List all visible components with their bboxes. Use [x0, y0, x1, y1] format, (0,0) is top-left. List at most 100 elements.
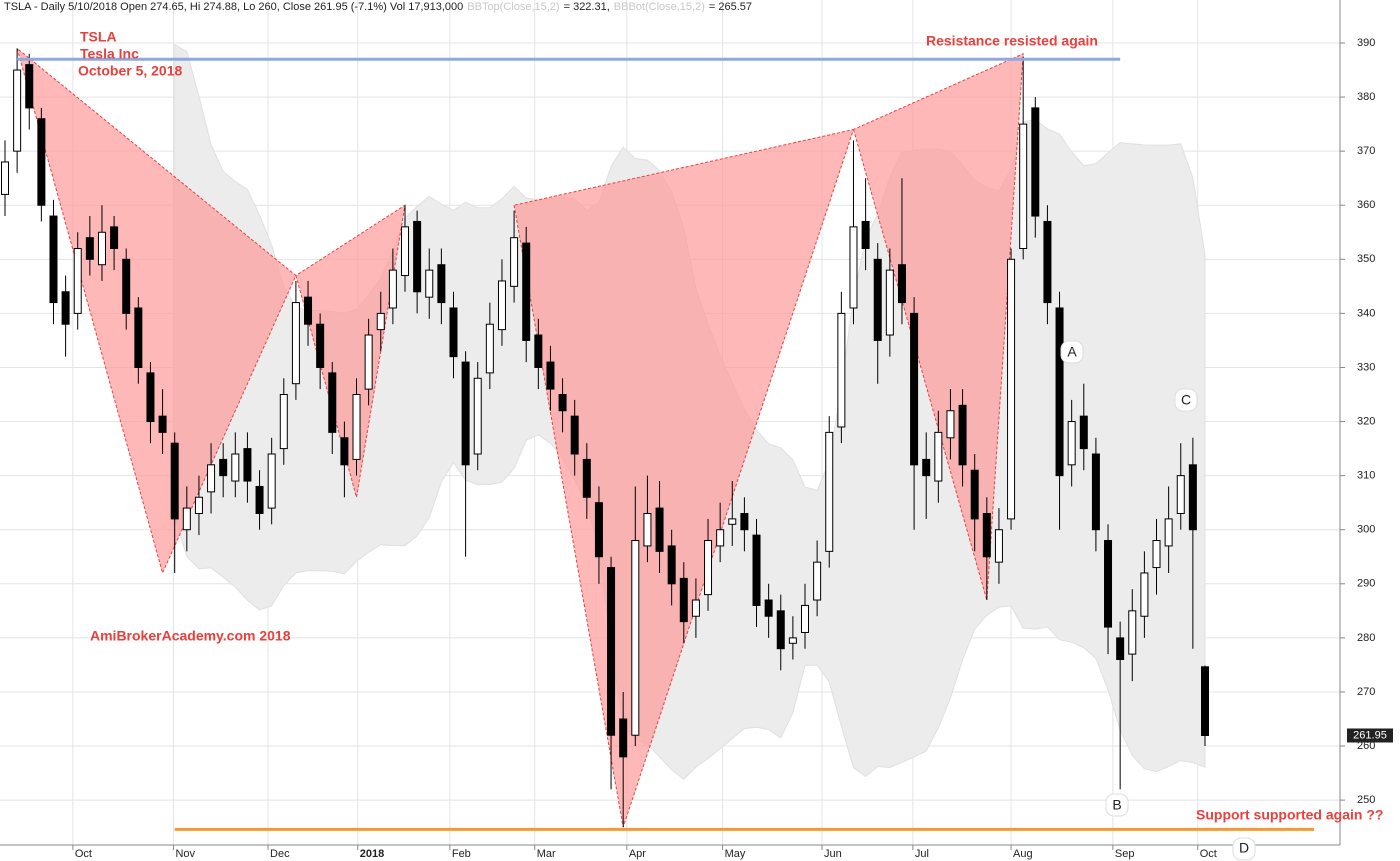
- candle-body: [776, 610, 785, 650]
- y-tick-label: 380: [1357, 91, 1375, 103]
- candle-body: [73, 247, 82, 314]
- candle-body: [61, 291, 70, 325]
- annotation-layer: TSLA Tesla Inc October 5, 2018 Resistanc…: [78, 29, 1383, 861]
- candle-body: [534, 334, 543, 368]
- candle-body: [631, 540, 640, 736]
- point-label: B: [1112, 797, 1121, 813]
- support-note: Support supported again ??: [1196, 807, 1383, 823]
- candle-body: [1140, 572, 1149, 617]
- candle-body: [219, 458, 228, 477]
- candle-body: [255, 485, 264, 514]
- candle-body: [679, 577, 688, 623]
- candle-body: [1201, 666, 1209, 736]
- label-box: [1060, 340, 1084, 364]
- candle-body: [364, 334, 373, 390]
- candle-body: [182, 507, 191, 531]
- candle-body: [1019, 123, 1028, 249]
- candle-body: [607, 567, 616, 736]
- candle-body: [570, 415, 579, 455]
- candle-body: [207, 464, 216, 493]
- resistance-note: Resistance resisted again: [926, 33, 1098, 49]
- candle-body: [37, 118, 46, 206]
- y-tick-label: 360: [1357, 199, 1375, 211]
- candle-body: [752, 534, 761, 606]
- pattern: [513, 128, 855, 828]
- candle-body: [340, 437, 349, 466]
- candle-body: [1116, 637, 1125, 661]
- watermark: AmiBrokerAcademy.com 2018: [90, 628, 291, 644]
- candle-body: [716, 529, 725, 547]
- candle-body: [328, 372, 337, 433]
- symbol: TSLA: [80, 29, 117, 45]
- candle-body: [158, 415, 167, 433]
- candle-body: [497, 280, 506, 331]
- candle-body: [655, 507, 664, 552]
- y-tick-label: 340: [1357, 307, 1375, 319]
- candle-body: [279, 394, 288, 450]
- bbtop-name: BBTop(Close,15,2): [467, 1, 559, 13]
- candle-body: [170, 442, 179, 520]
- candle-body: [1164, 518, 1173, 547]
- point-label: D: [1239, 840, 1249, 856]
- candle-body: [825, 431, 834, 552]
- y-tick-label: 250: [1357, 794, 1375, 806]
- candle-body: [849, 226, 858, 309]
- candle-body: [413, 220, 422, 293]
- candle-body: [304, 296, 313, 325]
- point-label: A: [1067, 344, 1077, 360]
- candle-body: [594, 502, 603, 558]
- candle-body: [461, 361, 470, 466]
- candle-body: [122, 258, 131, 314]
- candle-body: [740, 512, 749, 531]
- candle-body: [1188, 464, 1197, 531]
- candle-body: [425, 269, 434, 298]
- x-tick-label: Oct: [75, 848, 92, 860]
- candle-body: [970, 469, 979, 520]
- candle-body: [728, 518, 737, 525]
- date: October 5, 2018: [78, 63, 182, 79]
- y-tick-label: 290: [1357, 578, 1375, 590]
- candle-body: [1067, 421, 1076, 466]
- candle-body: [897, 264, 906, 304]
- x-tick-label: Apr: [629, 848, 646, 860]
- x-tick-label: Oct: [1200, 848, 1217, 860]
- candle-body: [134, 307, 143, 368]
- candle-body: [388, 269, 397, 309]
- bbbot-value: = 265.57: [709, 1, 752, 13]
- y-tick-label: 390: [1357, 37, 1375, 49]
- bbbot-name: BBBot(Close,15,2): [614, 1, 705, 13]
- candle-body: [110, 226, 119, 249]
- x-tick-label: Jun: [824, 848, 842, 860]
- x-tick-label: Mar: [537, 848, 556, 860]
- candle-body: [231, 453, 240, 482]
- pattern: [16, 47, 297, 575]
- candle-body: [473, 377, 482, 455]
- candle-body: [922, 458, 931, 477]
- y-tick-label: 370: [1357, 145, 1375, 157]
- candle-body: [582, 458, 591, 498]
- price-label: 261.95: [1353, 729, 1387, 741]
- candle-body: [801, 604, 809, 633]
- candle-body: [704, 540, 713, 596]
- candle-body: [837, 312, 846, 428]
- candle-body: [1176, 475, 1185, 514]
- candle-body: [1007, 258, 1016, 520]
- candle-body: [267, 453, 276, 509]
- candle-body: [691, 599, 700, 617]
- candle-body: [1079, 415, 1088, 450]
- candle-body: [352, 394, 361, 460]
- x-tick-label: Feb: [452, 848, 471, 860]
- label-box: [1232, 837, 1256, 861]
- candle-body: [85, 237, 94, 260]
- candle-body: [910, 312, 919, 466]
- candle-body: [558, 394, 567, 412]
- candle-body: [1104, 540, 1113, 628]
- candle-body: [885, 269, 894, 336]
- candle-body: [97, 231, 106, 266]
- y-tick-label: 320: [1357, 415, 1375, 427]
- x-tick-label: Jul: [915, 848, 929, 860]
- candle-body: [946, 410, 955, 439]
- candle-body: [13, 69, 22, 152]
